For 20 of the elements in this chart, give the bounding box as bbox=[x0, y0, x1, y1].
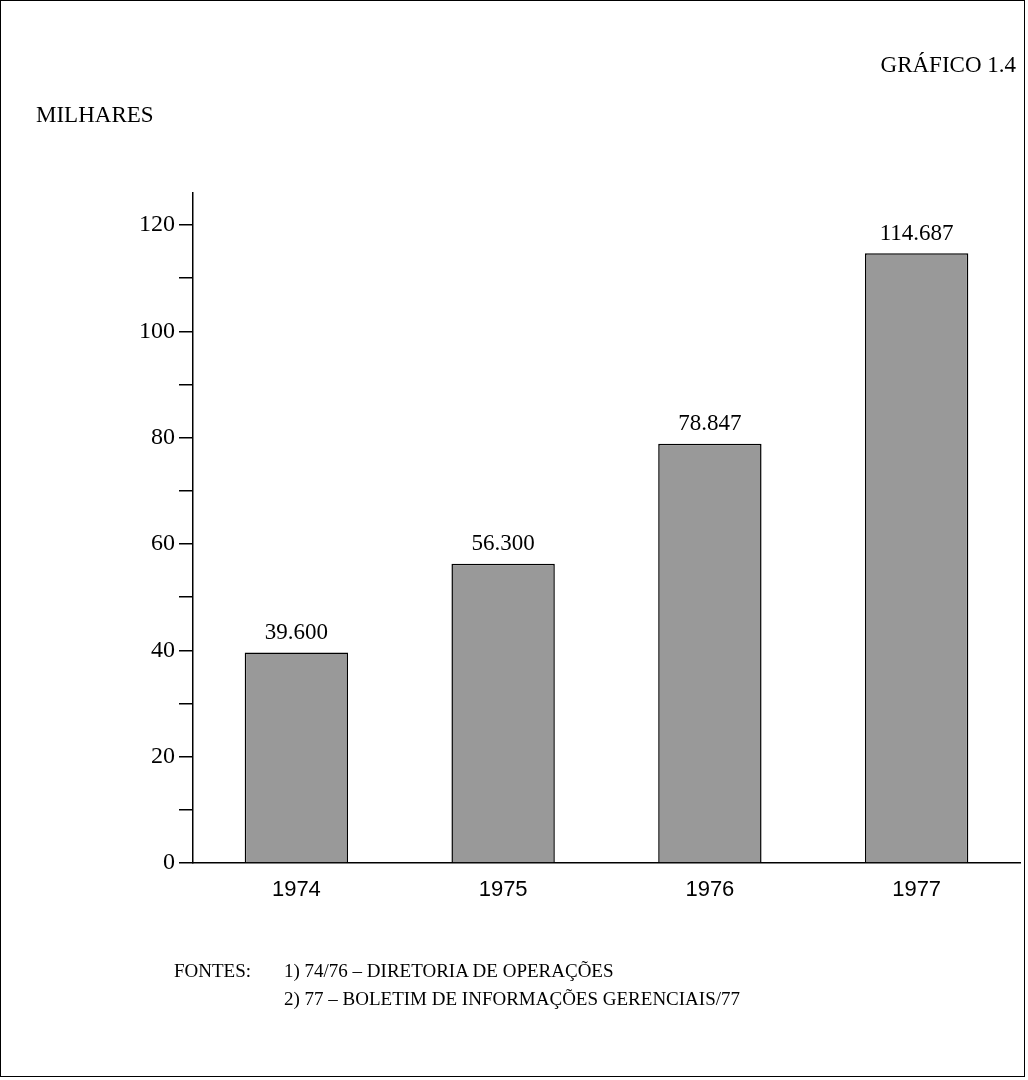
y-tick-label: 120 bbox=[139, 210, 175, 237]
chart-title: GRÁFICO 1.4 bbox=[880, 52, 1016, 78]
text: 2) 77 – BOLETIM DE INFORMAÇÕES GERENCIAIS/77 bbox=[284, 988, 740, 1010]
y-tick-label: 100 bbox=[139, 316, 175, 343]
y-tick-label: 0 bbox=[163, 848, 175, 875]
data-label: 114.687 bbox=[879, 219, 954, 245]
text: FONTES: bbox=[174, 960, 252, 982]
x-tick-label: 1974 bbox=[271, 876, 321, 902]
y-tick-label: 20 bbox=[151, 741, 175, 768]
y-tick-label: 80 bbox=[151, 422, 175, 449]
y-tick-label: 40 bbox=[151, 635, 175, 662]
x-tick-label: 1976 bbox=[685, 876, 735, 902]
data-label: 39.600 bbox=[264, 618, 328, 644]
data-label: 56.300 bbox=[471, 530, 535, 556]
x-tick-label: 1977 bbox=[892, 876, 942, 902]
y-axis-title: MILHARES bbox=[36, 102, 154, 128]
x-tick-label: 1975 bbox=[478, 876, 528, 902]
data-label: 78.847 bbox=[678, 410, 742, 436]
text: 1) 74/76 – DIRETORIA DE OPERAÇÕES bbox=[284, 960, 614, 982]
y-tick-label: 60 bbox=[151, 529, 175, 556]
